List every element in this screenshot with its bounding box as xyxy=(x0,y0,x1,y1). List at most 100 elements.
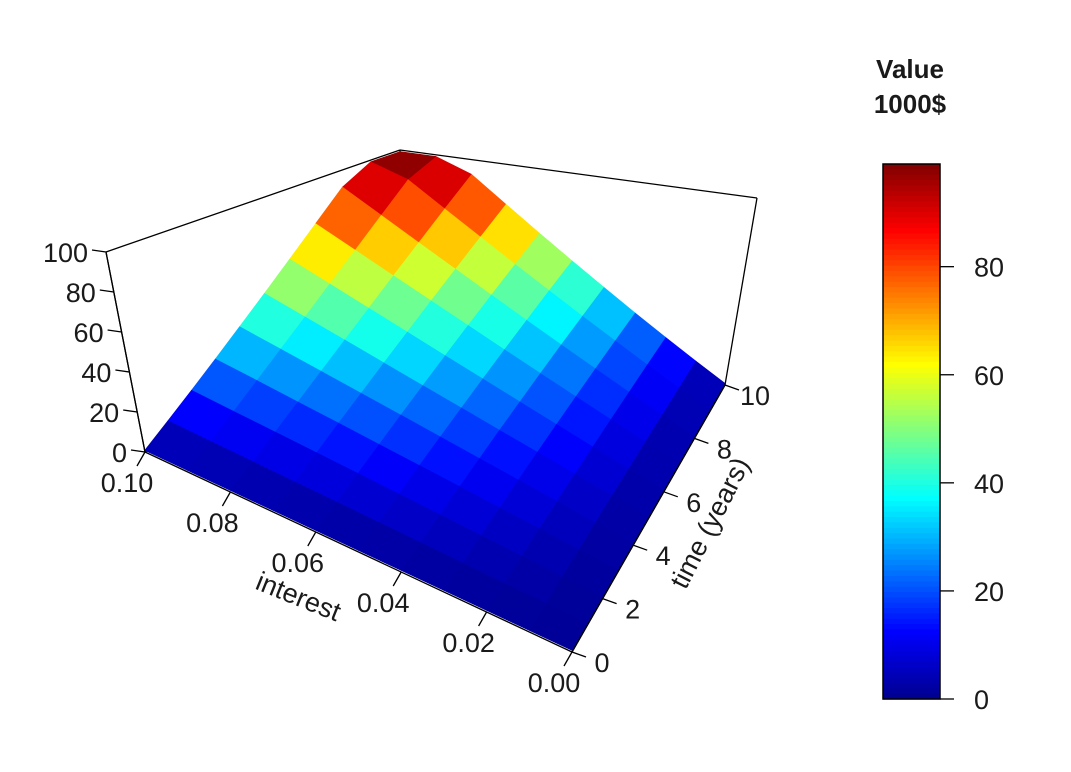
x-tick-3 xyxy=(307,531,317,547)
colorbar-band-67 xyxy=(883,522,940,529)
colorbar-band-74 xyxy=(883,559,940,566)
colorbar-band-42 xyxy=(883,388,940,395)
colorbar-ticks: 0 20 40 60 80 xyxy=(940,253,1004,715)
colorbar-band-83 xyxy=(883,608,940,614)
colorbar-band-30 xyxy=(883,324,940,331)
colorbar-band-12 xyxy=(883,228,940,235)
y-axis-title: time (years) xyxy=(664,453,755,594)
x-tick-1 xyxy=(478,611,488,627)
x-tick-label-4: 0.08 xyxy=(186,508,239,538)
box-edge-back-1 xyxy=(399,149,758,199)
colorbar-band-93 xyxy=(883,661,940,668)
y-tick-0 xyxy=(571,651,587,658)
colorbar-band-64 xyxy=(883,506,940,513)
x-tick-label-1: 0.02 xyxy=(442,628,495,658)
colorbar-band-76 xyxy=(883,570,940,577)
colorbar-band-78 xyxy=(883,581,940,588)
colorbar-band-31 xyxy=(883,329,940,336)
surface xyxy=(144,151,726,651)
colorbar-band-80 xyxy=(883,592,940,598)
colorbar-band-41 xyxy=(883,383,940,390)
z-tick-1 xyxy=(123,409,138,413)
x-tick-5 xyxy=(136,451,146,467)
colorbar-band-65 xyxy=(883,511,940,518)
colorbar-band-70 xyxy=(883,538,940,545)
colorbar-band-0 xyxy=(883,164,940,170)
colorbar-tick-label-0: 0 xyxy=(974,685,989,715)
colorbar-band-10 xyxy=(883,217,940,224)
z-tick-label-4: 80 xyxy=(66,278,96,308)
colorbar-band-59 xyxy=(883,479,940,486)
y-axis-line xyxy=(571,384,726,653)
colorbar-band-94 xyxy=(883,666,940,673)
colorbar-band-79 xyxy=(883,586,940,593)
colorbar-band-2 xyxy=(883,174,940,181)
colorbar-band-84 xyxy=(883,613,940,620)
colorbar-tick-label-2: 40 xyxy=(974,469,1004,499)
colorbar-band-7 xyxy=(883,201,940,208)
y-tick-5 xyxy=(724,384,740,391)
colorbar-band-97 xyxy=(883,682,940,689)
z-axis-line xyxy=(105,251,146,453)
axes: 0.000.020.040.060.080.100246810020406080… xyxy=(43,238,770,698)
colorbar-legend: Value 1000$ 0 20 40 60 80 xyxy=(874,54,1004,715)
colorbar-band-50 xyxy=(883,431,940,438)
colorbar-band-37 xyxy=(883,361,940,368)
colorbar-band-92 xyxy=(883,656,940,663)
z-tick-5 xyxy=(91,249,107,253)
x-tick-2 xyxy=(392,571,402,587)
colorbar-band-48 xyxy=(883,420,940,427)
z-tick-label-5: 100 xyxy=(43,238,88,268)
colorbar-band-77 xyxy=(883,575,940,582)
colorbar-title-line2: 1000$ xyxy=(874,89,947,119)
x-tick-label-0: 0.00 xyxy=(528,668,581,698)
colorbar-band-34 xyxy=(883,345,940,352)
colorbar-band-72 xyxy=(883,549,940,556)
colorbar-tick-label-3: 60 xyxy=(974,361,1004,391)
colorbar-band-21 xyxy=(883,276,940,283)
colorbar-band-98 xyxy=(883,688,940,695)
colorbar-band-36 xyxy=(883,356,940,363)
colorbar-band-66 xyxy=(883,517,940,524)
box-edge-back-0 xyxy=(105,149,401,253)
colorbar-frame xyxy=(882,163,941,700)
colorbar-band-4 xyxy=(883,185,940,192)
colorbar-band-60 xyxy=(883,485,940,491)
colorbar-band-6 xyxy=(883,196,940,203)
colorbar-band-47 xyxy=(883,415,940,422)
colorbar-band-96 xyxy=(883,677,940,684)
colorbar-band-9 xyxy=(883,212,940,219)
colorbar-band-39 xyxy=(883,372,940,379)
colorbar-band-85 xyxy=(883,618,940,625)
colorbar-band-5 xyxy=(883,190,940,197)
colorbar-band-11 xyxy=(883,222,940,229)
colorbar-band-32 xyxy=(883,335,940,342)
y-tick-4 xyxy=(694,437,709,445)
y-tick-3 xyxy=(663,491,679,498)
colorbar-band-91 xyxy=(883,650,940,657)
z-tick-label-2: 40 xyxy=(81,358,111,388)
z-tick-2 xyxy=(115,369,130,373)
x-tick-label-5: 0.10 xyxy=(101,468,154,498)
colorbar-band-81 xyxy=(883,597,940,604)
z-tick-label-0: 0 xyxy=(112,438,127,468)
colorbar-band-14 xyxy=(883,238,940,245)
colorbar-band-82 xyxy=(883,602,940,609)
colorbar-band-87 xyxy=(883,629,940,636)
colorbar-band-63 xyxy=(883,501,940,507)
colorbar-band-40 xyxy=(883,378,940,384)
colorbar-band-24 xyxy=(883,292,940,299)
x-axis-line xyxy=(144,451,573,653)
z-tick-0 xyxy=(130,449,146,453)
colorbar-band-99 xyxy=(883,693,940,700)
colorbar-band-38 xyxy=(883,367,940,374)
colorbar-band-95 xyxy=(883,672,940,679)
colorbar-band-88 xyxy=(883,634,940,641)
colorbar-band-58 xyxy=(883,474,940,481)
y-tick-label-2: 4 xyxy=(656,541,671,571)
colorbar-band-26 xyxy=(883,303,940,310)
colorbar-band-1 xyxy=(883,169,940,176)
colorbar-band-3 xyxy=(883,180,940,186)
colorbar-band-57 xyxy=(883,468,940,475)
